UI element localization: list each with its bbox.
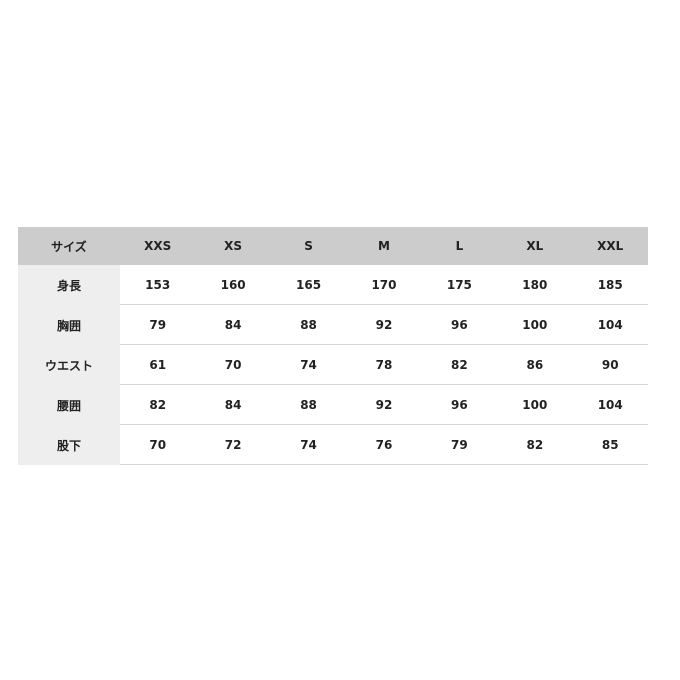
- size-header: XS: [224, 239, 243, 253]
- table-cell: 104: [572, 385, 648, 425]
- table-cell: 90: [572, 345, 648, 385]
- table-cell: 185: [572, 265, 648, 305]
- table-cell: 74: [270, 425, 347, 465]
- table-cell: 170: [346, 265, 422, 305]
- size-header: XXL: [597, 239, 624, 253]
- table-cell: 82: [120, 385, 196, 425]
- table-cell: 175: [421, 265, 498, 305]
- table-cell: 88: [270, 305, 347, 345]
- header-row: サイズ XXS XS S M L XL XXL: [18, 227, 648, 265]
- table-row: 胸囲 79 84 88 92 96 100 104: [18, 305, 648, 345]
- table-cell: 82: [497, 425, 573, 465]
- table-cell: 153: [120, 265, 196, 305]
- corner-label: サイズ: [51, 239, 87, 254]
- row-label: 股下: [18, 425, 120, 465]
- table-cell: 70: [195, 345, 271, 385]
- size-chart-table: サイズ XXS XS S M L XL XXL 身長 153 160 165 170 175 180 18…: [18, 227, 648, 465]
- size-header: S: [304, 239, 313, 253]
- size-header: XL: [526, 239, 544, 253]
- table-cell: 100: [497, 385, 573, 425]
- table-cell: 76: [346, 425, 422, 465]
- table-row: ウエスト 61 70 74 78 82 86 90: [18, 345, 648, 385]
- row-label: 身長: [18, 265, 120, 305]
- table-cell: 92: [346, 305, 422, 345]
- table-cell: 70: [120, 425, 196, 465]
- row-label: ウエスト: [18, 345, 120, 385]
- table-cell: 180: [497, 265, 573, 305]
- table-cell: 78: [346, 345, 422, 385]
- table-cell: 96: [421, 305, 498, 345]
- table-cell: 104: [572, 305, 648, 345]
- table-cell: 79: [421, 425, 498, 465]
- size-header: L: [455, 239, 464, 253]
- table-cell: 160: [195, 265, 271, 305]
- table-cell: 100: [497, 305, 573, 345]
- table-cell: 88: [270, 385, 347, 425]
- table-row: 股下 70 72 74 76 79 82 85: [18, 425, 648, 465]
- table-cell: 82: [421, 345, 498, 385]
- table-cell: 84: [195, 385, 271, 425]
- row-label: 胸囲: [18, 305, 120, 345]
- table-cell: 92: [346, 385, 422, 425]
- table-cell: 74: [270, 345, 347, 385]
- table-cell: 79: [120, 305, 196, 345]
- table-cell: 61: [120, 345, 196, 385]
- table-row: 身長 153 160 165 170 175 180 185: [18, 265, 648, 305]
- table-cell: 84: [195, 305, 271, 345]
- table-row: 腰囲 82 84 88 92 96 100 104: [18, 385, 648, 425]
- table-cell: 72: [195, 425, 271, 465]
- size-header: XXS: [144, 239, 172, 253]
- table-cell: 86: [497, 345, 573, 385]
- table-cell: 85: [572, 425, 648, 465]
- table-cell: 96: [421, 385, 498, 425]
- table-cell: 165: [270, 265, 347, 305]
- row-label: 腰囲: [18, 385, 120, 425]
- size-header: M: [378, 239, 390, 253]
